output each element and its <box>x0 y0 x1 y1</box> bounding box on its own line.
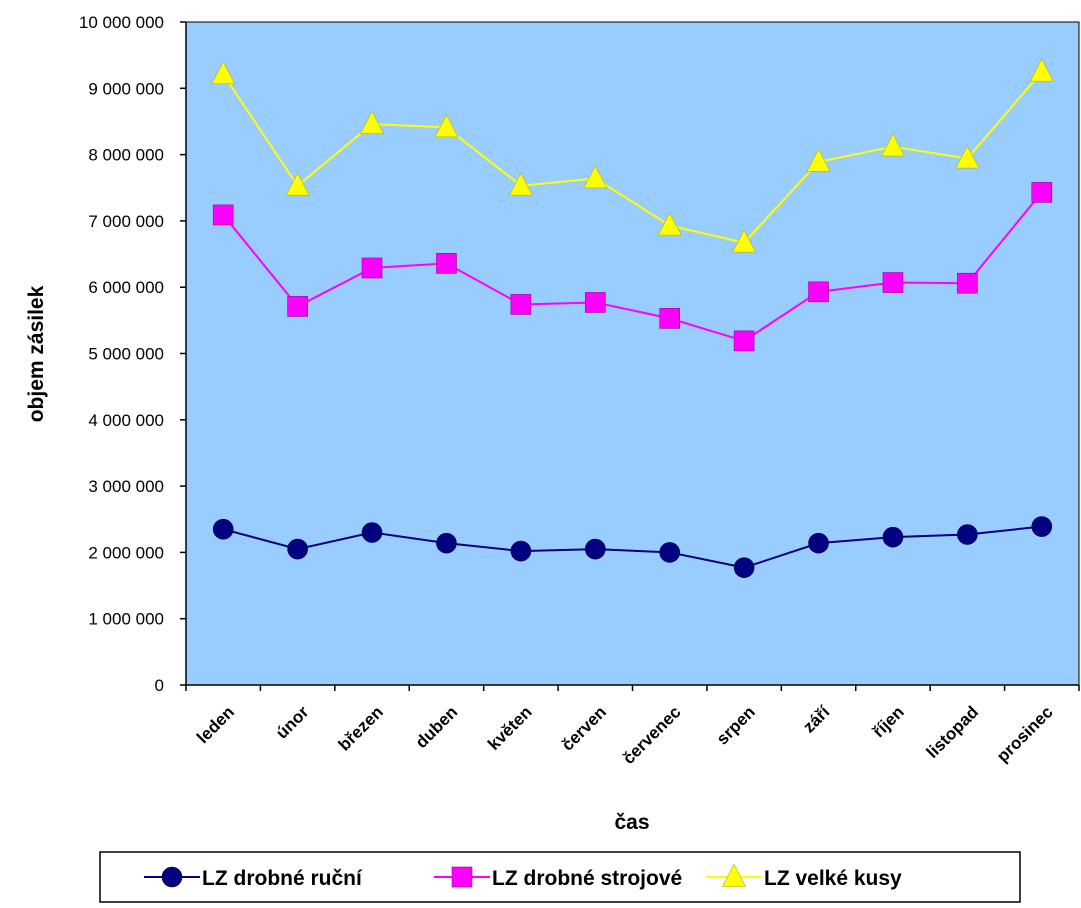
legend-label: LZ drobné ruční <box>202 867 363 890</box>
y-axis-title: objem zásilek <box>25 285 48 422</box>
data-point <box>434 114 459 138</box>
legend-marker <box>722 863 746 887</box>
series-line <box>222 71 1043 244</box>
y-tick-label: 1 000 000 <box>88 610 164 629</box>
data-point <box>211 61 236 85</box>
data-point <box>510 294 532 315</box>
series-1 <box>212 516 1053 578</box>
data-point <box>360 110 385 134</box>
y-tick-label: 6 000 000 <box>88 278 164 297</box>
series-line <box>222 191 1043 342</box>
data-point <box>361 522 383 543</box>
x-tick-label: březen <box>335 702 387 754</box>
plot-area <box>185 21 1080 686</box>
data-point <box>657 212 682 236</box>
data-point <box>659 542 681 563</box>
x-tick-label: září <box>799 701 834 736</box>
data-point <box>955 145 980 169</box>
data-point <box>806 148 831 172</box>
data-point <box>212 518 234 540</box>
x-tick-label: únor <box>272 702 312 742</box>
legend-marker <box>161 866 183 888</box>
data-point <box>659 308 681 329</box>
x-tick-label: červenec <box>619 702 685 768</box>
data-point <box>957 524 978 545</box>
data-point <box>882 526 904 548</box>
data-point <box>882 272 904 293</box>
y-tick-label: 0 <box>155 676 164 695</box>
x-tick-label: srpen <box>713 702 759 748</box>
data-point <box>584 538 606 560</box>
data-point <box>361 257 383 279</box>
legend-entry: LZ velké kusy <box>706 863 902 890</box>
y-tick-label: 8 000 000 <box>88 146 164 165</box>
y-tick-label: 3 000 000 <box>88 477 164 496</box>
y-tick-label: 5 000 000 <box>88 345 164 364</box>
data-point <box>1029 58 1054 82</box>
y-tick-label: 10 000 000 <box>79 13 164 32</box>
data-point <box>880 133 905 157</box>
data-point <box>212 204 234 226</box>
x-tick-label: květen <box>484 702 536 754</box>
data-point <box>510 540 532 562</box>
data-point <box>733 330 755 352</box>
series-2 <box>212 182 1053 352</box>
legend-entry: LZ drobné strojové <box>434 866 682 890</box>
data-point <box>957 272 978 294</box>
data-point <box>732 229 757 253</box>
series-3 <box>211 58 1054 253</box>
data-point <box>436 532 457 554</box>
y-tick-label: 2 000 000 <box>88 543 164 562</box>
y-tick-label: 4 000 000 <box>88 411 164 430</box>
data-point <box>808 532 829 554</box>
data-point <box>285 172 310 196</box>
legend-label: LZ drobné strojové <box>492 867 682 890</box>
data-point <box>287 538 308 560</box>
legend-box <box>99 851 1021 903</box>
legend-label: LZ velké kusy <box>764 867 902 890</box>
data-point <box>436 253 457 274</box>
data-point <box>508 172 533 196</box>
data-point <box>583 165 608 189</box>
x-tick-label: duben <box>412 702 461 751</box>
x-tick-label: červen <box>558 702 610 754</box>
series-layer <box>211 58 1054 578</box>
x-axis-title: čas <box>614 811 649 834</box>
y-tick-label: 7 000 000 <box>88 212 164 231</box>
data-point <box>733 557 755 578</box>
x-tick-label: prosinec <box>993 702 1057 766</box>
legend-entry: LZ drobné ruční <box>144 866 363 890</box>
data-point <box>287 296 308 317</box>
x-tick-label: listopad <box>923 702 983 762</box>
x-tick-label: leden <box>193 702 238 747</box>
x-tick-label: říjen <box>869 702 908 741</box>
data-point <box>1031 516 1053 537</box>
data-point <box>808 281 829 303</box>
data-point <box>1031 182 1053 203</box>
series-line <box>222 525 1042 569</box>
legend: LZ drobné ruční LZ drobné strojové LZ velk… <box>99 851 1021 903</box>
data-point <box>584 292 606 313</box>
y-tick-label: 9 000 000 <box>88 79 164 98</box>
legend-marker <box>451 866 473 888</box>
axes: 0 1 000 000 2 000 000 3 000 000 4 000 000 5 0… <box>79 13 1080 768</box>
